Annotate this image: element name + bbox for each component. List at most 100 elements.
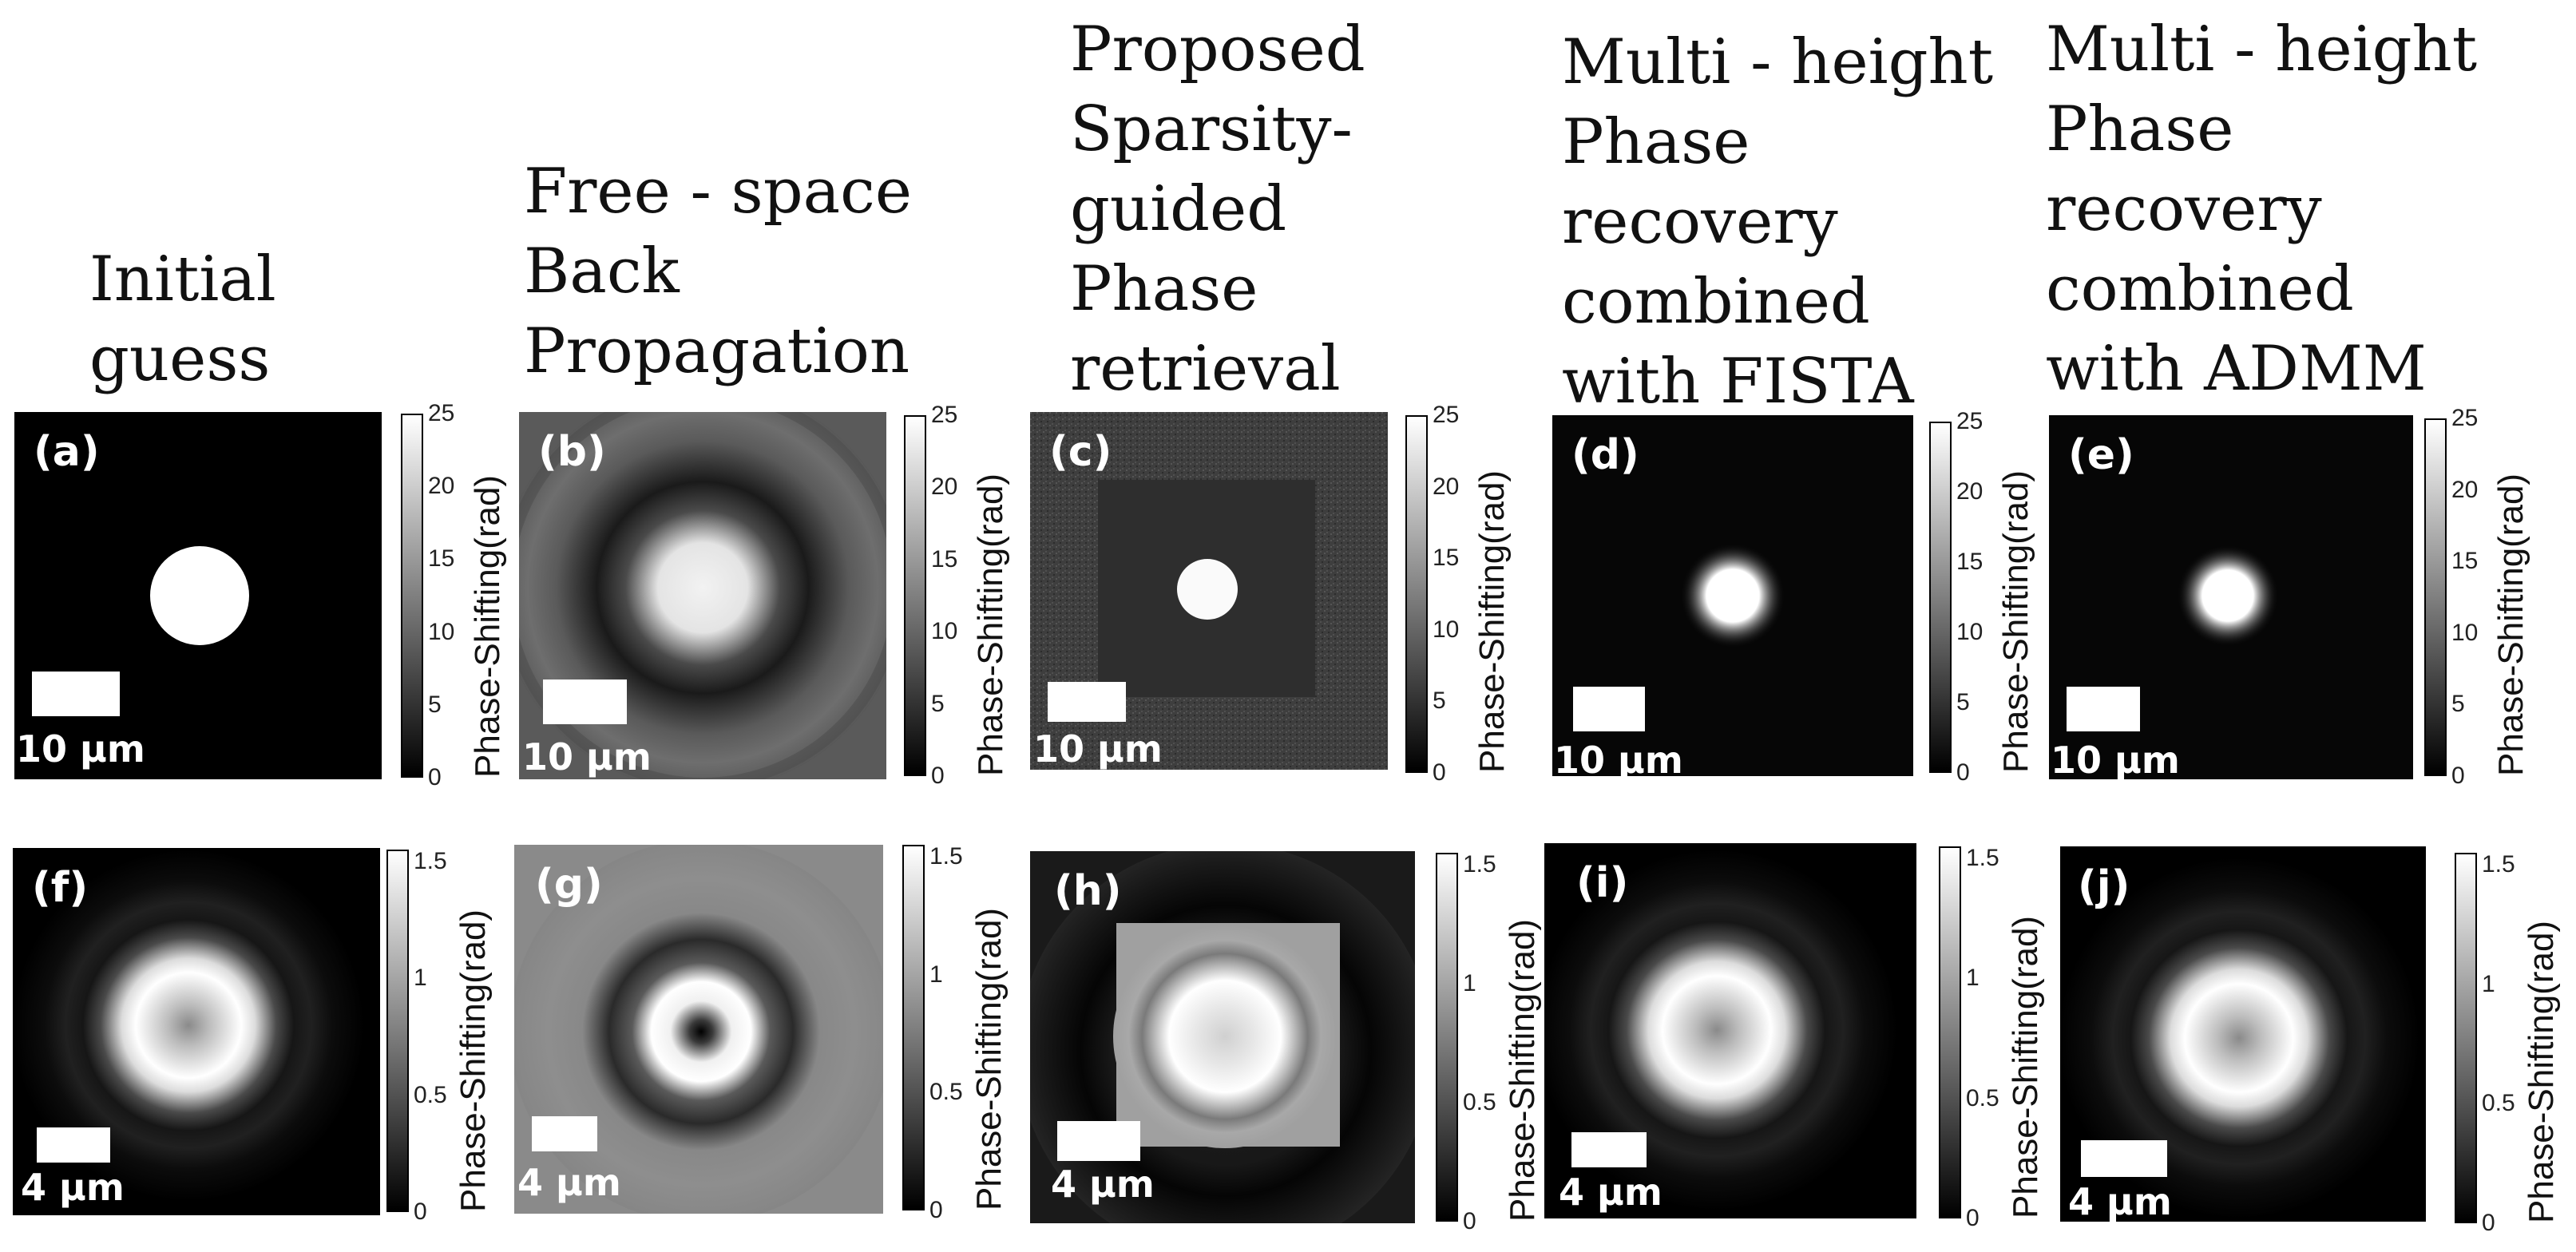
colorbar-gradient — [2455, 853, 2477, 1223]
colorbar-tick-label: 5 — [1956, 689, 1970, 715]
colorbar-tick-label: 0 — [1966, 1205, 1980, 1231]
scale-bar — [2067, 687, 2140, 731]
colorbar-gradient — [904, 415, 926, 776]
column-title-fista: Multi - height Phase recovery combined w… — [1562, 22, 1993, 422]
colorbar-tick-label: 1.5 — [1463, 850, 1496, 878]
colorbar-title: Phase-Shifting(rad) — [969, 907, 1009, 1210]
scale-bar — [2081, 1140, 2167, 1177]
colorbar-tick-label: 15 — [428, 545, 455, 573]
scale-bar-label: 10 μm — [2051, 739, 2180, 779]
panel-label: (j) — [2078, 862, 2130, 910]
scale-bar — [32, 672, 120, 716]
panel-label: (d) — [1571, 431, 1639, 479]
title-line: Proposed — [1070, 14, 1365, 85]
colorbar-tick-label: 1 — [2482, 970, 2495, 997]
panel-label: (h) — [1054, 867, 1122, 915]
column-title-initial-guess: Initial guess — [89, 240, 276, 399]
title-line: guess — [89, 323, 271, 395]
panel-b-back-propagation: (b) 10 μm — [519, 412, 886, 779]
title-line: with ADMM — [2046, 333, 2427, 405]
colorbar-tick-label: 0.5 — [929, 1079, 963, 1106]
colorbar-tick-label: 0.5 — [2482, 1090, 2515, 1117]
scale-bar-label: 4 μm — [1051, 1163, 1155, 1206]
title-line: Free - space — [524, 156, 912, 228]
scale-bar-label: 10 μm — [1033, 727, 1163, 770]
scale-bar-label: 10 μm — [16, 727, 145, 771]
colorbar-tick-label: 20 — [2451, 476, 2479, 503]
panel-f-initial-guess: (f) 4 μm — [13, 848, 380, 1215]
colorbar-tick-label: 25 — [428, 400, 455, 426]
panel-c-proposed: (c) 10 μm — [1030, 412, 1388, 770]
panel-a-initial-guess: (a) 10 μm — [14, 412, 382, 779]
panel-h-proposed: (h) 4 μm — [1030, 851, 1415, 1223]
colorbar-tick-label: 5 — [931, 690, 945, 717]
title-line: Phase — [2046, 93, 2234, 165]
colorbar-tick-label: 0 — [1433, 759, 1446, 786]
colorbar-tick-label: 1 — [1463, 969, 1476, 996]
colorbar-title: Phase-Shifting(rad) — [454, 909, 493, 1212]
title-line: with FISTA — [1562, 346, 1914, 418]
colorbar-tick-label: 25 — [931, 402, 958, 428]
colorbar-title: Phase-Shifting(rad) — [971, 473, 1010, 776]
column-title-proposed: Proposed Sparsity- guided Phase retrieva… — [1070, 10, 1365, 409]
panel-label: (f) — [32, 864, 89, 912]
colorbar-gradient — [1929, 422, 1952, 773]
panel-i-fista: (i) 4 μm — [1544, 843, 1916, 1218]
colorbar-tick-label: 1.5 — [1966, 845, 1999, 872]
colorbar-tick-label: 15 — [2451, 548, 2479, 575]
colorbar-tick-label: 20 — [1956, 478, 1984, 505]
title-line: Multi - height — [2046, 14, 2478, 85]
column-title-free-space: Free - space Back Propagation — [524, 152, 912, 391]
colorbar-tick-label: 0 — [929, 1197, 943, 1223]
colorbar-tick-label: 0 — [2451, 763, 2465, 789]
colorbar-tick-label: 15 — [931, 545, 958, 573]
scale-bar — [532, 1116, 597, 1151]
panel-label: (a) — [34, 428, 100, 476]
scale-bar — [1057, 1121, 1140, 1161]
title-line: Phase — [1070, 253, 1258, 325]
colorbar-tick-label: 0.5 — [414, 1081, 447, 1108]
panel-label: (i) — [1576, 859, 1629, 907]
panel-label: (c) — [1049, 428, 1112, 476]
scale-bar-label: 4 μm — [517, 1161, 621, 1204]
colorbar-tick-label: 0.5 — [1966, 1084, 1999, 1111]
colorbar-tick-label: 1 — [929, 961, 943, 988]
colorbar-title: Phase-Shifting(rad) — [1472, 470, 1512, 773]
panel-g-back-propagation: (g) 4 μm — [514, 845, 883, 1214]
column-title-admm: Multi - height Phase recovery combined w… — [2046, 10, 2477, 409]
colorbar-tick-label: 0 — [931, 763, 945, 789]
colorbar-tick-label: 0 — [428, 764, 442, 790]
scale-bar-label: 10 μm — [522, 735, 652, 779]
colorbar-gradient — [902, 845, 925, 1210]
title-line: Sparsity- — [1070, 93, 1353, 165]
colorbar-tick-label: 15 — [1433, 545, 1460, 572]
colorbar-tick-label: 10 — [2451, 619, 2479, 646]
colorbar-tick-label: 25 — [1433, 402, 1460, 428]
colorbar-tick-label: 0 — [414, 1199, 427, 1225]
colorbar-tick-label: 20 — [428, 473, 455, 500]
panel-label: (b) — [538, 428, 606, 476]
colorbar-tick-label: 10 — [931, 618, 958, 645]
title-line: combined — [2046, 253, 2354, 325]
colorbar-tick-label: 1 — [1966, 965, 1980, 992]
scale-bar — [1571, 1132, 1647, 1167]
scale-bar — [1573, 687, 1645, 731]
panel-d-fista: (d) 10 μm — [1552, 415, 1913, 776]
colorbar-gradient — [1436, 853, 1458, 1222]
panel-e-admm: (e) 10 μm — [2049, 415, 2413, 779]
colorbar-gradient — [401, 414, 423, 778]
scale-bar — [543, 679, 627, 724]
phase-image — [2049, 415, 2413, 779]
colorbar-tick-label: 0 — [1956, 759, 1970, 786]
colorbar-tick-label: 0.5 — [1463, 1088, 1496, 1115]
colorbar-tick-label: 0 — [1463, 1208, 1476, 1234]
scale-bar-label: 10 μm — [1554, 739, 1683, 776]
colorbar-tick-label: 5 — [428, 691, 442, 718]
colorbar-gradient — [386, 850, 409, 1212]
title-line: Initial — [89, 244, 276, 315]
title-line: combined — [1562, 266, 1870, 338]
colorbar-tick-label: 5 — [2451, 691, 2465, 718]
colorbar-tick-label: 25 — [2451, 405, 2479, 431]
colorbar-title: Phase-Shifting(rad) — [2522, 920, 2561, 1223]
colorbar-title: Phase-Shifting(rad) — [468, 474, 507, 778]
